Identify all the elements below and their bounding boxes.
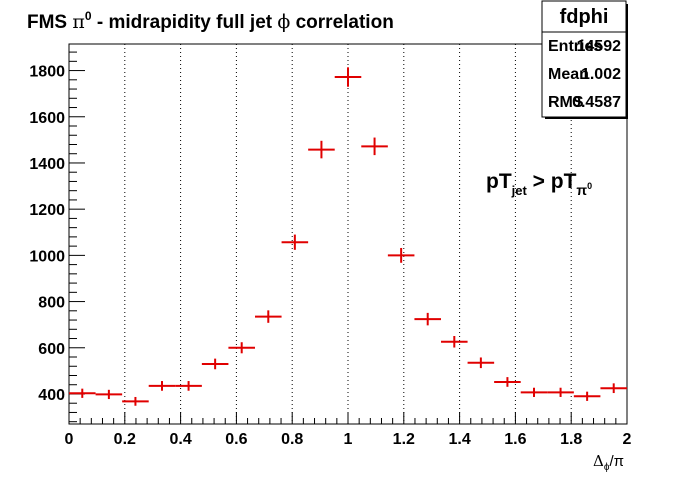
data-point	[520, 387, 548, 397]
stats-box: fdphi Entries 14592 Mean 1.002 RMS 0.458…	[541, 0, 628, 119]
data-points	[69, 67, 627, 406]
stats-box-shadow-right	[626, 4, 628, 119]
data-point	[201, 358, 229, 370]
data-point	[361, 137, 388, 156]
x-tick-label: 1.8	[560, 431, 582, 448]
stats-value-rms: 0.4587	[572, 94, 621, 111]
stats-box-name: fdphi	[560, 6, 609, 28]
x-tick-label: 0.4	[169, 431, 191, 448]
y-tick-label: 600	[38, 341, 65, 358]
axes: 0 0.2 0.4 0.6 0.8 1 1.2 1.4 1.6 1.8 2 400 600 800 1000…	[29, 51, 632, 448]
chart-title: FMS π0 - midrapidity full jet ϕ correlat…	[27, 9, 394, 33]
data-point	[281, 234, 309, 250]
data-point	[547, 387, 574, 397]
x-axis-label: Δϕ/π	[593, 452, 624, 473]
data-point	[573, 391, 601, 401]
stats-box-shadow-bottom	[545, 117, 628, 119]
data-point	[69, 388, 96, 398]
data-point	[148, 381, 176, 391]
stats-label-entries: Entries	[548, 38, 602, 55]
y-tick-label: 800	[38, 295, 65, 312]
y-tick-label: 1200	[29, 202, 65, 219]
x-tick-label: 1.6	[504, 431, 526, 448]
data-point	[441, 335, 468, 348]
data-point	[334, 67, 362, 87]
data-point	[467, 357, 495, 369]
x-tick-label: 1.2	[393, 431, 415, 448]
y-tick-label: 1800	[29, 64, 65, 81]
x-tick-label: 1	[344, 431, 353, 448]
data-point	[175, 381, 202, 391]
stats-value-mean: 1.002	[581, 66, 621, 83]
grid-lines	[124, 44, 572, 424]
x-tick-label: 2	[623, 431, 632, 448]
data-point	[308, 140, 335, 159]
x-tick-label: 0	[65, 431, 74, 448]
x-tick-label: 1.4	[448, 431, 470, 448]
data-point	[387, 247, 415, 263]
stats-value-entries: 14592	[577, 38, 622, 55]
stats-label-rms: RMS	[548, 94, 584, 111]
stats-label-mean: Mean	[548, 66, 589, 83]
y-tick-label: 1000	[29, 248, 65, 265]
y-tick-label: 400	[38, 387, 65, 404]
data-point	[494, 377, 521, 387]
data-point	[255, 310, 282, 323]
data-point	[122, 396, 149, 406]
y-tick-label: 1400	[29, 156, 65, 173]
data-point	[95, 389, 123, 400]
x-tick-label: 0.8	[281, 431, 303, 448]
x-tick-label: 0.6	[225, 431, 247, 448]
data-point	[228, 342, 255, 354]
cut-annotation: pTjet > pTπ0	[486, 170, 592, 198]
y-tick-label: 1600	[29, 110, 65, 127]
x-tick-label: 0.2	[114, 431, 136, 448]
data-point	[600, 383, 627, 394]
stats-box-frame	[541, 0, 627, 118]
data-point	[414, 312, 441, 326]
